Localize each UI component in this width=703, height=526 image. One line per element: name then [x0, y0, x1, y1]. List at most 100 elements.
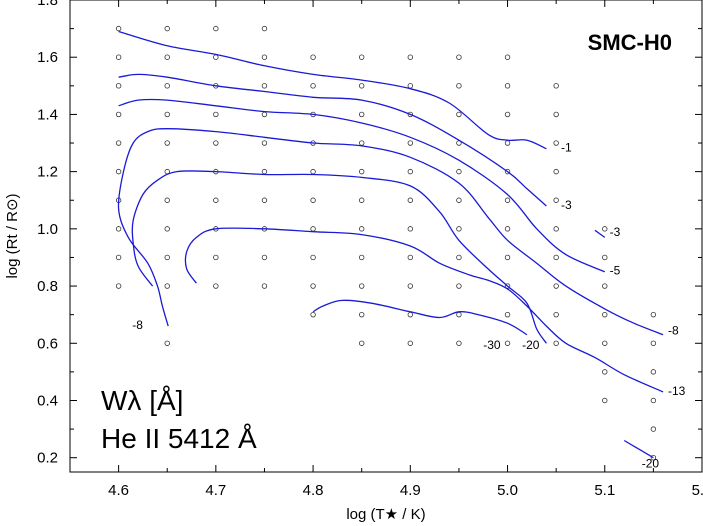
- plot-frame: [69, 0, 703, 473]
- x-axis-title: log (T★ / K): [346, 506, 425, 523]
- grid-point-marker: [407, 140, 414, 146]
- grid-point-marker: [504, 197, 511, 203]
- grid-point-marker: [553, 311, 559, 318]
- grid-point-marker: [602, 254, 608, 261]
- grid-point-marker: [553, 226, 559, 232]
- x-tick-label: 5.2: [692, 482, 703, 499]
- grid-point-marker: [115, 54, 122, 60]
- grid-point-marker: [261, 83, 268, 89]
- grid-point-marker: [358, 54, 365, 60]
- grid-point-marker: [504, 254, 511, 261]
- grid-point-marker: [650, 426, 657, 432]
- grid-point-marker: [456, 83, 462, 89]
- grid-point-marker: [456, 283, 462, 289]
- grid-point-marker: [164, 340, 170, 346]
- grid-point-marker: [261, 168, 268, 175]
- x-tick-label: 4.6: [108, 482, 129, 499]
- grid-point-marker: [456, 197, 462, 203]
- contour-label-5: -13: [668, 384, 686, 398]
- grid-point-marker: [115, 25, 122, 32]
- grid-point-marker: [358, 226, 365, 232]
- grid-point-marker: [164, 283, 170, 289]
- y-tick-label: 0.8: [37, 278, 58, 295]
- y-tick-label: 1.0: [37, 221, 58, 238]
- grid-point-marker: [261, 140, 268, 146]
- grid-point-marker: [213, 197, 219, 203]
- x-axis-ticks: 4.6 4.7 4.8 4.9 5.0 5.1 5.2: [69, 0, 703, 499]
- grid-point-marker: [358, 197, 365, 203]
- grid-point-marker: [310, 226, 316, 232]
- grid-point-marker: [213, 25, 219, 32]
- grid-point-marker: [213, 140, 219, 146]
- grid-point-marker: [407, 83, 414, 89]
- grid-point-marker: [115, 283, 122, 289]
- grid-point-marker: [164, 54, 170, 60]
- y-tick-label: 0.4: [37, 392, 58, 409]
- grid-point-marker: [553, 340, 559, 346]
- grid-point-marker: [164, 83, 170, 89]
- grid-point-marker: [456, 226, 462, 232]
- grid-point-marker: [602, 397, 608, 404]
- x-tick-label: 5.0: [497, 482, 518, 499]
- grid-point-marker: [358, 283, 365, 289]
- grid-point-marker: [164, 111, 170, 118]
- y-axis-ticks: 0.2 0.4 0.6 0.8 1.0 1.2 1.4 1.6 1.8: [37, 0, 702, 467]
- grid-point-marker: [164, 226, 170, 232]
- grid-point-marker: [504, 311, 511, 318]
- x-tick-label: 4.9: [400, 482, 421, 499]
- contour-line-0: [118, 30, 547, 150]
- grid-point-marker: [456, 340, 462, 346]
- grid-point-marker: [407, 283, 414, 289]
- grid-point-marker: [456, 54, 462, 60]
- grid-point-marker: [602, 369, 608, 375]
- contour-label-7: -30: [483, 338, 501, 352]
- grid-point-marker: [358, 311, 365, 318]
- grid-point-marker: [213, 111, 219, 118]
- contour-label-2: -3: [610, 225, 621, 239]
- contour-label-4: -8: [668, 324, 679, 338]
- contour-line-8: [623, 439, 654, 459]
- contour-line-1: [118, 73, 547, 207]
- grid-point-marker: [115, 111, 122, 118]
- grid-point-marker: [213, 54, 219, 60]
- grid-point-marker: [602, 226, 608, 232]
- contour-line-3: [118, 98, 606, 273]
- grid-point-marker: [115, 168, 122, 175]
- contour-label-8: -20: [642, 457, 660, 471]
- contour-line-4: [117, 128, 664, 336]
- grid-point-marker: [358, 340, 365, 346]
- grid-point-marker: [115, 226, 122, 232]
- y-tick-label: 0.6: [37, 335, 58, 352]
- y-tick-label: 1.4: [37, 106, 58, 123]
- grid-point-marker: [407, 168, 414, 175]
- grid-point-marker: [504, 340, 511, 346]
- chart-title: SMC-H0: [588, 30, 672, 55]
- grid-point-marker: [650, 311, 657, 318]
- grid-point-marker: [164, 25, 170, 32]
- grid-point-marker: [553, 83, 559, 89]
- grid-point-marker: [358, 83, 365, 89]
- contour-line-2: [594, 229, 606, 238]
- grid-point-marker: [504, 111, 511, 118]
- grid-point-marker: [407, 340, 414, 346]
- y-tick-label: 1.6: [37, 49, 58, 66]
- grid-point-marker: [456, 168, 462, 175]
- grid-point-marker: [407, 311, 414, 318]
- grid-point-marker: [407, 226, 414, 232]
- grid-point-marker: [261, 54, 268, 60]
- contour-lines: [117, 30, 664, 459]
- grid-point-marker: [115, 83, 122, 89]
- grid-point-marker: [213, 283, 219, 289]
- grid-point-marker: [261, 254, 268, 261]
- grid-point-marker: [261, 25, 268, 32]
- grid-point-marker: [213, 254, 219, 261]
- y-tick-label: 1.2: [37, 164, 58, 181]
- y-tick-label: 0.2: [37, 450, 58, 467]
- grid-point-marker: [358, 168, 365, 175]
- grid-point-marker: [164, 140, 170, 146]
- grid-point-marker: [602, 283, 608, 289]
- contour-label-0: -1: [561, 141, 572, 155]
- grid-point-marker: [553, 111, 559, 118]
- grid-point-marker: [553, 140, 559, 146]
